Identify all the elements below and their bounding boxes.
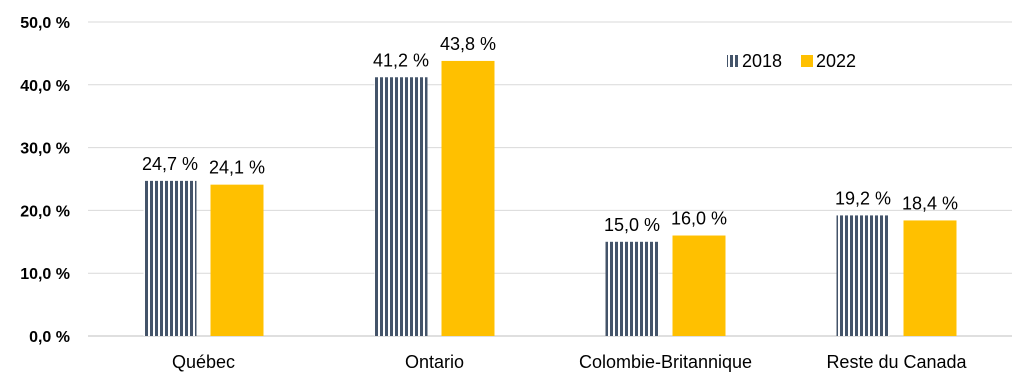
y-axis-tick-labels: 0,0 % 10,0 % 20,0 % 30,0 % 40,0 % 50,0 % (20, 15, 70, 346)
y-tick-label: 0,0 % (29, 329, 70, 346)
data-label-2022-1: 43,8 % (440, 34, 496, 54)
legend-swatch-2018 (727, 55, 739, 67)
data-label-2018-1: 41,2 % (373, 50, 429, 70)
bars (143, 60, 957, 336)
category-label: Reste du Canada (826, 352, 967, 372)
y-tick-label: 30,0 % (20, 141, 70, 158)
bar-2022-3 (903, 220, 957, 336)
bar-2018-2 (605, 241, 659, 336)
bar-2022-0 (210, 184, 264, 336)
legend-swatch-2022 (801, 55, 813, 67)
legend-label-2022: 2022 (816, 51, 856, 71)
category-label: Québec (172, 352, 235, 372)
category-label: Colombie-Britannique (579, 352, 752, 372)
legend-label-2018: 2018 (742, 51, 782, 71)
data-label-2018-0: 24,7 % (142, 154, 198, 174)
y-tick-label: 10,0 % (20, 266, 70, 283)
bar-2018-1 (374, 77, 428, 336)
data-label-2018-3: 19,2 % (835, 188, 891, 208)
bar-2018-3 (836, 215, 890, 336)
y-tick-label: 20,0 % (20, 203, 70, 220)
bar-2022-1 (441, 60, 495, 336)
x-axis-category-labels: Québec Ontario Colombie-Britannique Reste d… (172, 352, 968, 372)
data-labels: 24,7 % 24,1 % 41,2 % 43,8 % 15,0 % 16,0 % 19,2… (142, 34, 958, 235)
bar-2022-2 (672, 235, 726, 336)
data-label-2022-0: 24,1 % (209, 158, 265, 178)
data-label-2022-3: 18,4 % (902, 193, 958, 213)
legend: 2018 2022 (727, 51, 856, 71)
y-tick-label: 50,0 % (20, 15, 70, 32)
y-tick-label: 40,0 % (20, 78, 70, 95)
category-label: Ontario (405, 352, 464, 372)
bar-2018-0 (143, 180, 197, 336)
data-label-2018-2: 15,0 % (604, 215, 660, 235)
data-label-2022-2: 16,0 % (671, 209, 727, 229)
